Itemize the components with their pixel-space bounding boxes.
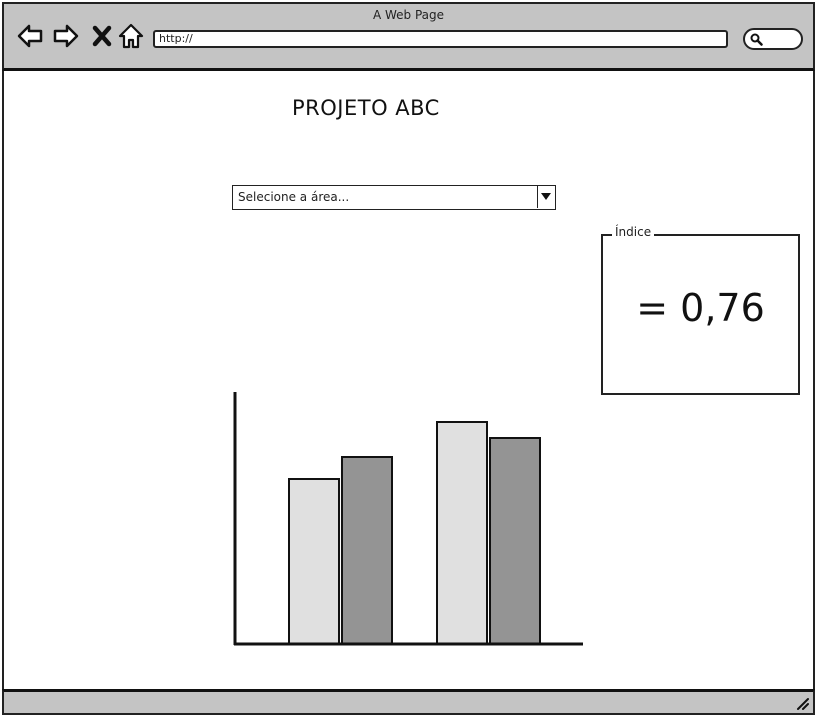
url-input[interactable]: http:// [153,30,728,48]
resize-grip-icon[interactable] [795,696,809,710]
forward-arrow-icon[interactable] [52,22,80,50]
status-bar [2,689,815,715]
indice-panel [601,234,800,395]
search-icon [750,33,763,46]
bar-g2-s1 [436,421,488,645]
browser-search-input[interactable] [743,28,803,50]
bar-g1-s2 [341,456,393,645]
indice-label: Índice [612,225,655,239]
bar-g1-s1 [288,478,340,645]
area-select-placeholder: Selecione a área... [238,190,350,204]
home-icon[interactable] [117,22,145,50]
bar-g2-s2 [489,437,541,645]
area-select[interactable]: Selecione a área... [232,185,556,210]
page-content [2,71,815,689]
back-arrow-icon[interactable] [16,22,44,50]
chevron-down-icon [541,193,551,200]
indice-value: = 0,76 [636,286,765,330]
bar-chart [233,392,583,646]
close-x-icon[interactable] [88,22,116,50]
page-title: PROJETO ABC [292,96,440,120]
window-title: A Web Page [372,8,445,22]
area-select-toggle[interactable] [537,186,555,208]
